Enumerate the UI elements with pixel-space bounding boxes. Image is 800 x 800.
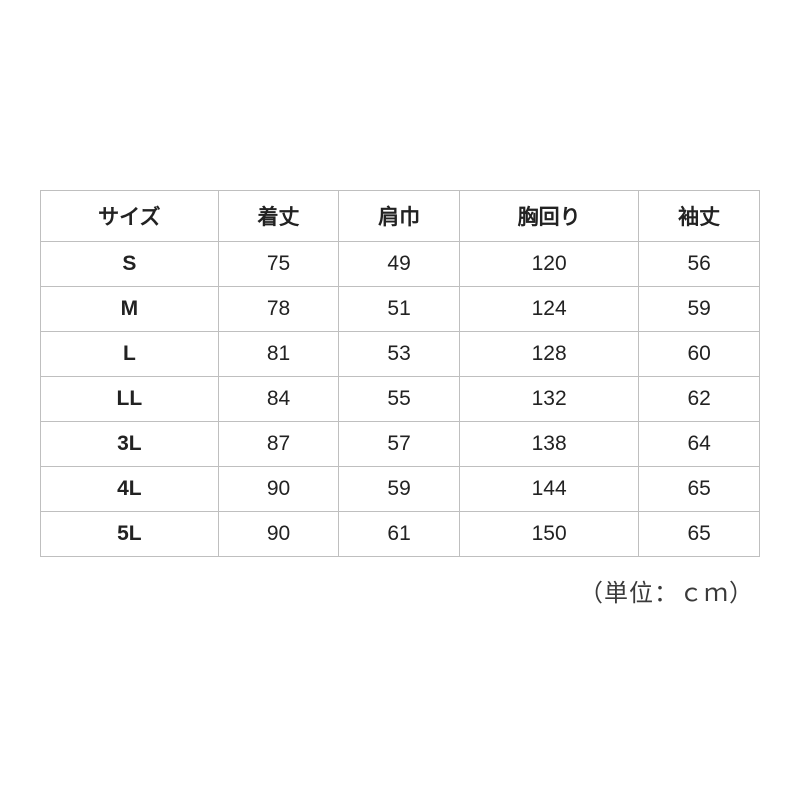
row-label: 3L <box>41 422 219 467</box>
cell: 120 <box>459 242 638 287</box>
cell: 65 <box>639 467 760 512</box>
cell: 62 <box>639 377 760 422</box>
row-label: 4L <box>41 467 219 512</box>
table-row: M 78 51 124 59 <box>41 287 760 332</box>
unit-note: （単位：ｃｍ） <box>40 573 760 608</box>
cell: 87 <box>218 422 339 467</box>
cell: 49 <box>339 242 460 287</box>
row-label: LL <box>41 377 219 422</box>
row-label: M <box>41 287 219 332</box>
cell: 90 <box>218 467 339 512</box>
cell: 65 <box>639 512 760 557</box>
row-label: L <box>41 332 219 377</box>
cell: 59 <box>639 287 760 332</box>
cell: 124 <box>459 287 638 332</box>
col-header-shoulder: 肩巾 <box>339 191 460 242</box>
size-table: サイズ 着丈 肩巾 胸回り 袖丈 S 75 49 120 56 M 78 51 … <box>40 190 760 557</box>
row-label: 5L <box>41 512 219 557</box>
cell: 81 <box>218 332 339 377</box>
table-row: 3L 87 57 138 64 <box>41 422 760 467</box>
cell: 90 <box>218 512 339 557</box>
table-row: 4L 90 59 144 65 <box>41 467 760 512</box>
cell: 144 <box>459 467 638 512</box>
table-header-row: サイズ 着丈 肩巾 胸回り 袖丈 <box>41 191 760 242</box>
cell: 138 <box>459 422 638 467</box>
cell: 55 <box>339 377 460 422</box>
cell: 60 <box>639 332 760 377</box>
cell: 128 <box>459 332 638 377</box>
cell: 84 <box>218 377 339 422</box>
col-header-sleeve: 袖丈 <box>639 191 760 242</box>
cell: 57 <box>339 422 460 467</box>
cell: 51 <box>339 287 460 332</box>
col-header-size: サイズ <box>41 191 219 242</box>
table-row: S 75 49 120 56 <box>41 242 760 287</box>
cell: 150 <box>459 512 638 557</box>
cell: 56 <box>639 242 760 287</box>
cell: 132 <box>459 377 638 422</box>
cell: 61 <box>339 512 460 557</box>
cell: 64 <box>639 422 760 467</box>
cell: 78 <box>218 287 339 332</box>
table-row: LL 84 55 132 62 <box>41 377 760 422</box>
col-header-chest: 胸回り <box>459 191 638 242</box>
cell: 53 <box>339 332 460 377</box>
col-header-length: 着丈 <box>218 191 339 242</box>
table-row: 5L 90 61 150 65 <box>41 512 760 557</box>
cell: 59 <box>339 467 460 512</box>
row-label: S <box>41 242 219 287</box>
cell: 75 <box>218 242 339 287</box>
table-row: L 81 53 128 60 <box>41 332 760 377</box>
